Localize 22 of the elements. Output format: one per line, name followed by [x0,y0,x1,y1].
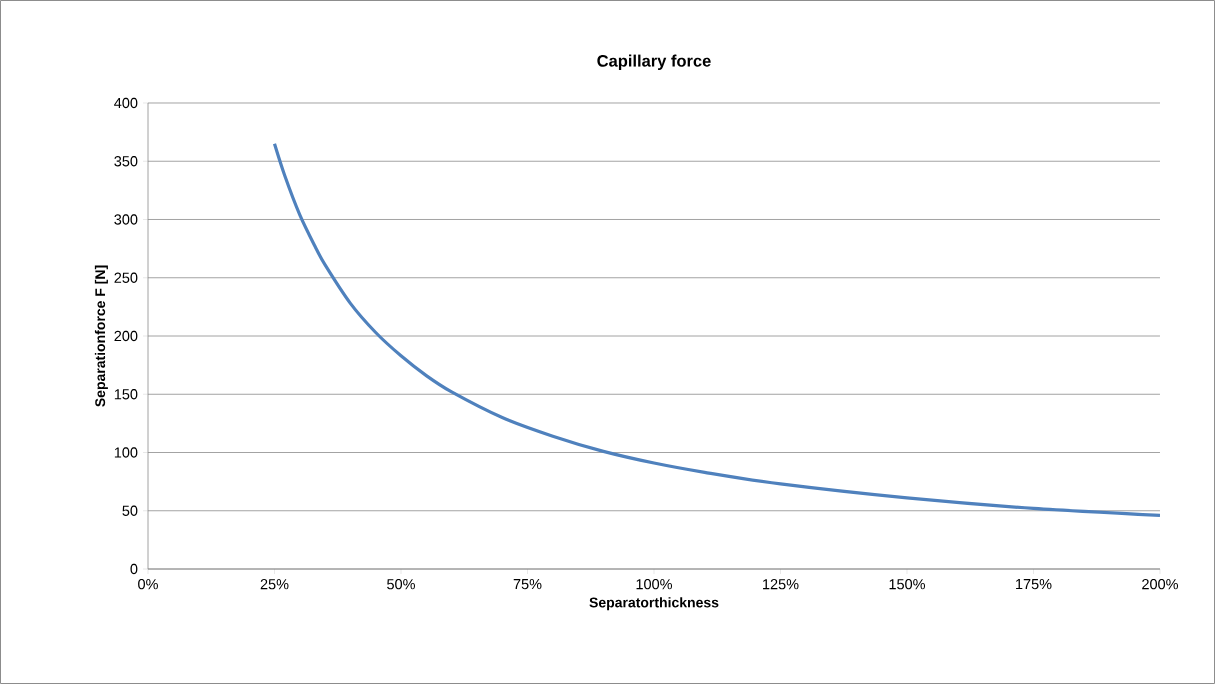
chart-title: Capillary force [597,54,711,70]
x-tick-label: 150% [889,579,926,590]
y-tick-label: 150 [114,389,138,400]
x-tick-label: 200% [1142,579,1179,590]
x-tick-label: 25% [260,579,289,590]
y-tick-label: 250 [114,272,138,283]
x-tick-label: 75% [513,579,542,590]
y-tick-label: 50 [122,505,138,516]
y-axis-title: Separationforce F [N] [94,265,108,407]
y-tick-label: 400 [114,97,138,109]
x-tick-label: 100% [636,579,673,590]
x-tick-label: 50% [387,579,415,590]
y-tick-label: 350 [114,156,138,167]
y-tick-label: 0 [130,563,138,575]
x-tick-label: 0% [138,579,158,590]
y-tick-label: 200 [114,330,138,342]
y-tick-label: 100 [114,447,138,458]
y-tick-label: 300 [114,214,138,225]
line-series [272,142,1160,518]
x-tick-label: 125% [763,579,799,590]
x-tick-label: 175% [1016,579,1052,590]
x-axis-title: Separatorthickness [589,597,719,611]
